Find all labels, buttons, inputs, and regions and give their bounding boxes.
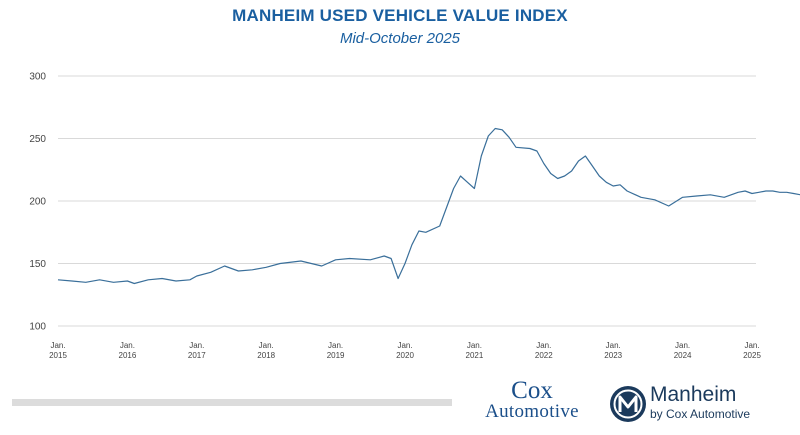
x-tick-label-year: 2021: [466, 351, 484, 360]
x-tick-label-month: Jan.: [50, 341, 65, 350]
x-tick-label-month: Jan.: [606, 341, 621, 350]
x-tick-label-month: Jan.: [675, 341, 690, 350]
x-tick-label-year: 2023: [604, 351, 622, 360]
y-tick-label: 150: [29, 259, 46, 270]
x-tick-label-month: Jan.: [189, 341, 204, 350]
x-tick-label-month: Jan.: [328, 341, 343, 350]
x-tick-label-month: Jan.: [536, 341, 551, 350]
x-tick-label-year: 2024: [674, 351, 692, 360]
x-tick-label-month: Jan.: [120, 341, 135, 350]
x-tick-label-year: 2025: [743, 351, 761, 360]
cox-logo-line1: Cox: [511, 377, 553, 404]
y-tick-label: 300: [29, 72, 46, 83]
x-tick-label-year: 2022: [535, 351, 553, 360]
x-tick-label-year: 2018: [257, 351, 275, 360]
x-tick-label-year: 2019: [327, 351, 345, 360]
y-tick-label: 250: [29, 134, 46, 145]
y-tick-label: 100: [29, 322, 46, 333]
chart-subtitle: Mid-October 2025: [339, 30, 461, 47]
manheim-logo-name: Manheim: [650, 383, 737, 406]
cox-automotive-logo: Cox Automotive: [468, 378, 596, 424]
cox-logo-line2: Automotive: [485, 401, 579, 422]
chart-title: MANHEIM USED VEHICLE VALUE INDEX: [232, 6, 568, 25]
y-tick-label: 200: [29, 197, 46, 208]
x-tick-label-year: 2017: [188, 351, 206, 360]
manheim-emblem-icon: [610, 386, 646, 422]
x-tick-label-month: Jan.: [259, 341, 274, 350]
series-line: [57, 127, 800, 285]
x-tick-label-year: 2016: [119, 351, 137, 360]
line-chart: 100150200250300Jan.2015Jan.2016Jan.2017J…: [29, 72, 800, 360]
bottom-divider-bar: [12, 399, 452, 406]
x-tick-label-month: Jan.: [467, 341, 482, 350]
x-tick-label-year: 2015: [49, 351, 67, 360]
manheim-logo-sub: by Cox Automotive: [650, 407, 751, 421]
x-tick-label-month: Jan.: [397, 341, 412, 350]
x-tick-label-month: Jan.: [744, 341, 759, 350]
manheim-logo: Manheim by Cox Automotive: [608, 384, 798, 428]
x-tick-label-year: 2020: [396, 351, 414, 360]
